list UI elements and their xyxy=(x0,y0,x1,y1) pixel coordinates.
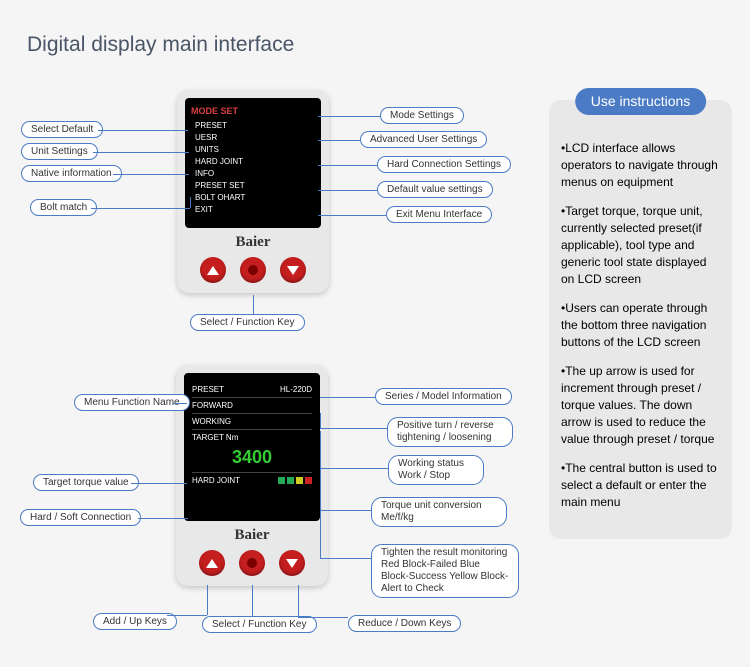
callout-adv-user: Advanced User Settings xyxy=(360,131,487,148)
connector xyxy=(318,190,377,191)
nav-buttons-1 xyxy=(185,253,321,285)
callout-hard-conn: Hard Connection Settings xyxy=(377,156,511,173)
callout-select-fn-2: Select / Function Key xyxy=(202,616,317,633)
instruction-para: •LCD interface allows operators to navig… xyxy=(561,140,720,191)
connector xyxy=(190,197,191,208)
torque-value: 3400 xyxy=(192,444,312,471)
menu-item: HARD JOINT xyxy=(191,156,315,168)
instructions-header: Use instructions xyxy=(575,88,707,115)
select-button[interactable] xyxy=(240,257,266,283)
connector xyxy=(318,116,380,117)
connector xyxy=(207,585,208,615)
connector xyxy=(320,397,375,398)
connector xyxy=(320,468,388,469)
nav-buttons-2 xyxy=(184,546,320,578)
callout-select-fn-1: Select / Function Key xyxy=(190,314,305,331)
block-success xyxy=(287,477,294,484)
callout-unit-settings: Unit Settings xyxy=(21,143,98,160)
device-upper: MODE SET PRESET UESR UNITS HARD JOINT IN… xyxy=(177,90,329,293)
callout-native-info: Native information xyxy=(21,165,122,182)
model-value: HL-220D xyxy=(280,385,312,394)
connector xyxy=(253,295,254,314)
connector xyxy=(318,140,360,141)
connector xyxy=(113,174,189,175)
connector xyxy=(320,510,371,511)
device-lower: PRESET HL-220D FORWARD WORKING TARGET Nm… xyxy=(176,365,328,586)
brand-area: Baier xyxy=(184,521,320,546)
callout-hard-soft: Hard / Soft Connection xyxy=(20,509,141,526)
select-button[interactable] xyxy=(239,550,265,576)
up-button[interactable] xyxy=(199,550,225,576)
instructions-panel: Use instructions •LCD interface allows o… xyxy=(549,100,732,539)
callout-target-torque: Target torque value xyxy=(33,474,139,491)
menu-item: BOLT OHART xyxy=(191,192,315,204)
connector xyxy=(318,165,377,166)
hard-joint-label: HARD JOINT xyxy=(192,476,240,485)
instruction-para: •The up arrow is used for increment thro… xyxy=(561,363,720,448)
callout-exit-menu: Exit Menu Interface xyxy=(386,206,492,223)
target-label: TARGET Nm xyxy=(192,433,238,442)
connector xyxy=(93,152,189,153)
result-blocks xyxy=(278,477,312,484)
block-success xyxy=(278,477,285,484)
connector xyxy=(320,510,321,558)
menu-item: INFO xyxy=(191,168,315,180)
menu-item: EXIT xyxy=(191,204,315,216)
callout-mode-settings: Mode Settings xyxy=(380,107,464,124)
connector xyxy=(320,431,321,468)
callout-select-default: Select Default xyxy=(21,121,103,138)
brand-logo: Baier xyxy=(184,527,320,544)
instruction-para: •The central button is used to select a … xyxy=(561,460,720,511)
down-button[interactable] xyxy=(279,550,305,576)
instruction-para: •Users can operate through the bottom th… xyxy=(561,300,720,351)
connector xyxy=(252,585,253,616)
callout-default-val: Default value settings xyxy=(377,181,493,198)
forward-label: FORWARD xyxy=(192,401,233,410)
block-alert xyxy=(296,477,303,484)
connector xyxy=(320,467,321,510)
working-label: WORKING xyxy=(192,417,231,426)
callout-tighten-result: Tighten the result monitoring Red Block-… xyxy=(371,544,519,598)
connector xyxy=(167,615,207,616)
callout-torque-unit: Torque unit conversion Me/f/kg xyxy=(371,497,507,527)
callout-series-model: Series / Model Information xyxy=(375,388,512,405)
brand-logo: Baier xyxy=(185,234,321,251)
down-button[interactable] xyxy=(280,257,306,283)
lcd-screen-2: PRESET HL-220D FORWARD WORKING TARGET Nm… xyxy=(184,373,320,521)
callout-add-up: Add / Up Keys xyxy=(93,613,177,630)
menu-item: PRESET SET xyxy=(191,180,315,192)
callout-bolt-match: Bolt match xyxy=(30,199,97,216)
connector xyxy=(298,585,299,617)
connector xyxy=(320,558,371,559)
lcd-screen-1: MODE SET PRESET UESR UNITS HARD JOINT IN… xyxy=(185,98,321,228)
page-title: Digital display main interface xyxy=(27,33,294,57)
callout-pos-rev: Positive turn / reverse tightening / loo… xyxy=(387,417,513,447)
connector xyxy=(173,403,187,404)
connector xyxy=(98,130,188,131)
callout-reduce-down: Reduce / Down Keys xyxy=(348,615,461,632)
connector xyxy=(298,617,348,618)
preset-label: PRESET xyxy=(192,385,224,394)
connector xyxy=(131,483,187,484)
connector xyxy=(320,413,321,428)
connector xyxy=(320,428,387,429)
menu-item: UNITS xyxy=(191,144,315,156)
connector xyxy=(138,518,188,519)
connector xyxy=(91,208,190,209)
callout-work-status: Working status Work / Stop xyxy=(388,455,484,485)
instruction-para: •Target torque, torque unit, currently s… xyxy=(561,203,720,288)
up-button[interactable] xyxy=(200,257,226,283)
connector xyxy=(318,215,386,216)
brand-area: Baier xyxy=(185,228,321,253)
menu-item: PRESET xyxy=(191,120,315,132)
menu-header: MODE SET xyxy=(191,106,315,116)
block-fail xyxy=(305,477,312,484)
menu-item: UESR xyxy=(191,132,315,144)
